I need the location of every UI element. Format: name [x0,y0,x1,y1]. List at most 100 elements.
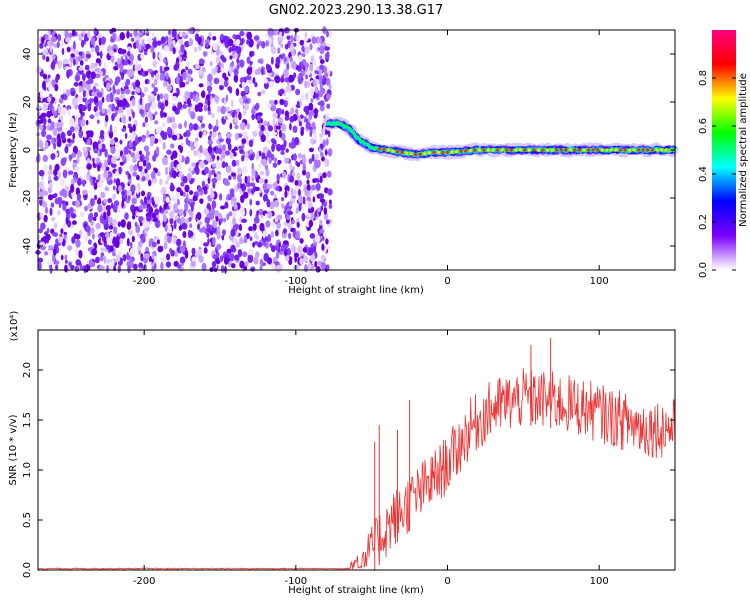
noise-speck [272,162,278,168]
x-tick-label: -100 [284,576,307,587]
noise-speck [255,102,259,111]
noise-speck [145,150,150,157]
noise-speck [127,173,132,180]
noise-speck [57,210,61,216]
noise-speck [78,119,82,125]
noise-speck [146,162,152,171]
noise-speck [195,63,200,70]
noise-speck [242,191,249,199]
noise-speck [57,104,62,114]
noise-speck [129,85,133,92]
ridge-peak [641,148,645,152]
noise-speck [183,209,187,218]
noise-speck [51,79,56,88]
noise-speck [179,256,186,264]
noise-speck [87,203,92,209]
noise-speck [199,58,205,65]
noise-speck [166,126,172,135]
noise-speck [250,182,256,187]
noise-speck [239,122,246,131]
noise-speck [270,190,275,196]
noise-speck [170,182,174,191]
noise-speck [189,190,194,196]
noise-speck [198,131,203,138]
noise-speck [123,146,129,155]
noise-speck [40,51,45,56]
snr-line [38,367,676,571]
noise-speck [135,87,141,94]
noise-speck [55,238,59,246]
noise-speck [111,202,114,209]
noise-speck [301,70,306,77]
noise-speck [291,219,296,224]
noise-speck [55,75,59,84]
y-tick-label: 0.5 [22,512,33,528]
snr-panel: -200 -100 0 100 0.0 0.5 1.0 1.5 2.0 (x10⁴) Heig… [8,311,676,596]
noise-speck [296,34,300,43]
noise-speck [95,222,101,229]
noise-speck [279,186,283,192]
noise-speck [229,152,234,160]
noise-speck [145,122,149,128]
noise-speck [51,137,55,145]
noise-speck [212,43,218,51]
noise-speck [80,118,86,127]
ridge-peak [455,150,459,154]
noise-speck [203,104,208,112]
noise-speck [172,47,176,55]
noise-speck [211,200,217,209]
noise-speck [312,196,316,203]
ridge-peak [405,151,409,155]
noise-speck [274,75,281,84]
noise-speck [198,107,203,113]
y-tick-label: 0 [22,147,33,153]
noise-speck [248,248,254,256]
noise-speck [147,37,152,44]
ridge-peak [486,148,491,152]
noise-speck [185,91,191,97]
noise-speck [311,88,314,97]
noise-speck [129,126,134,133]
noise-speck [243,238,248,244]
noise-speck [90,220,94,227]
noise-speck [112,185,116,191]
noise-speck [233,117,238,124]
noise-speck [166,85,173,92]
noise-speck [121,74,124,80]
noise-speck [49,164,52,172]
noise-speck [45,56,50,62]
noise-speck [266,199,271,208]
ridge-peak [655,148,659,152]
noise-speck [237,174,242,183]
noise-speck [235,39,241,45]
noise-speck [299,39,305,46]
noise-speck [141,136,146,143]
noise-speck [43,214,48,223]
noise-speck [265,63,270,71]
noise-speck [90,37,95,46]
noise-speck [275,251,280,259]
noise-speck [106,82,111,91]
noise-speck [329,199,332,205]
noise-speck [194,166,198,173]
noise-speck [226,112,231,119]
noise-speck [199,115,204,121]
noise-speck [96,119,100,124]
noise-speck [321,235,325,241]
noise-speck [97,197,101,204]
noise-speck [114,80,119,86]
noise-speck [193,149,198,156]
noise-speck [280,43,284,48]
noise-speck [188,38,194,47]
noise-speck [289,56,293,63]
noise-speck [192,235,196,242]
noise-speck [84,64,90,71]
noise-speck [133,29,138,37]
ridge-peak [514,148,518,152]
noise-speck [93,96,99,104]
noise-speck [194,250,201,258]
noise-speck [202,226,206,233]
noise-speck [38,228,43,234]
noise-speck [187,97,191,106]
noise-speck [166,149,172,155]
